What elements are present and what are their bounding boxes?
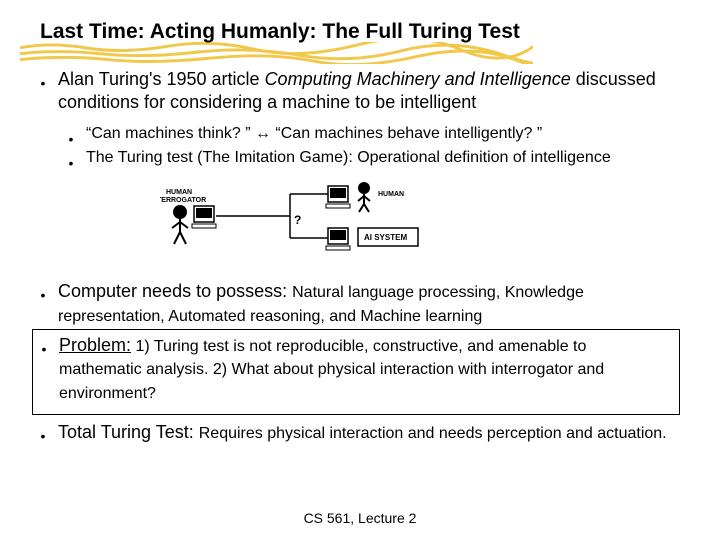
bullet-1a-text: “Can machines think? ” ↔ “Can machines b… — [86, 124, 542, 145]
svg-text:INTERROGATOR: INTERROGATOR — [160, 197, 206, 204]
label-ai-system: AI SYSTEM — [364, 233, 407, 242]
bullet-1-text: Alan Turing's 1950 article Computing Mac… — [58, 68, 680, 114]
bullet-1b: • The Turing test (The Imitation Game): … — [40, 148, 680, 170]
b1-pre: Alan Turing's 1950 article — [58, 69, 265, 89]
bullet-4: • Total Turing Test: Requires physical i… — [40, 421, 680, 444]
b2-pre: Computer needs to possess: — [58, 281, 292, 301]
bullet-icon: • — [68, 156, 74, 170]
bullet-1b-text: The Turing test (The Imitation Game): Op… — [86, 148, 611, 169]
bullet-icon: • — [68, 132, 74, 146]
turing-test-diagram: HUMAN INTERROGATOR ? HUMAN AI SYSTEM — [160, 174, 460, 264]
bullet-3: • Problem: 1) Turing test is not reprodu… — [41, 334, 671, 404]
slide: Last Time: Acting Humanly: The Full Turi… — [0, 0, 720, 540]
label-question-mark: ? — [294, 213, 301, 227]
b4-rest: Requires physical interaction and needs … — [199, 425, 667, 442]
bullet-icon: • — [40, 429, 46, 443]
slide-title: Last Time: Acting Humanly: The Full Turi… — [40, 20, 680, 44]
bullet-icon: • — [41, 342, 47, 356]
b4-pre: Total Turing Test: — [58, 422, 199, 442]
bullet-2-text: Computer needs to possess: Natural langu… — [58, 280, 680, 327]
bullet-icon: • — [40, 76, 46, 90]
bullet-3-text: Problem: 1) Turing test is not reproduci… — [59, 334, 671, 404]
title-underline-scribble — [20, 42, 533, 64]
b3-label: Problem: — [59, 335, 131, 355]
bullet-2: • Computer needs to possess: Natural lan… — [40, 280, 680, 327]
slide-footer: CS 561, Lecture 2 — [0, 510, 720, 526]
bullet-4-text: Total Turing Test: Requires physical int… — [58, 421, 667, 444]
b1-italic: Computing Machinery and Intelligence — [265, 69, 571, 89]
label-human-interrogator: HUMAN — [166, 189, 192, 196]
label-human: HUMAN — [378, 191, 404, 198]
problem-box: • Problem: 1) Turing test is not reprodu… — [32, 329, 680, 415]
bullet-1: • Alan Turing's 1950 article Computing M… — [40, 68, 680, 114]
b3-rest: 1) Turing test is not reproducible, cons… — [59, 338, 604, 402]
bullet-1a: • “Can machines think? ” ↔ “Can machines… — [40, 124, 680, 146]
bullet-icon: • — [40, 288, 46, 302]
title-block: Last Time: Acting Humanly: The Full Turi… — [40, 20, 680, 44]
